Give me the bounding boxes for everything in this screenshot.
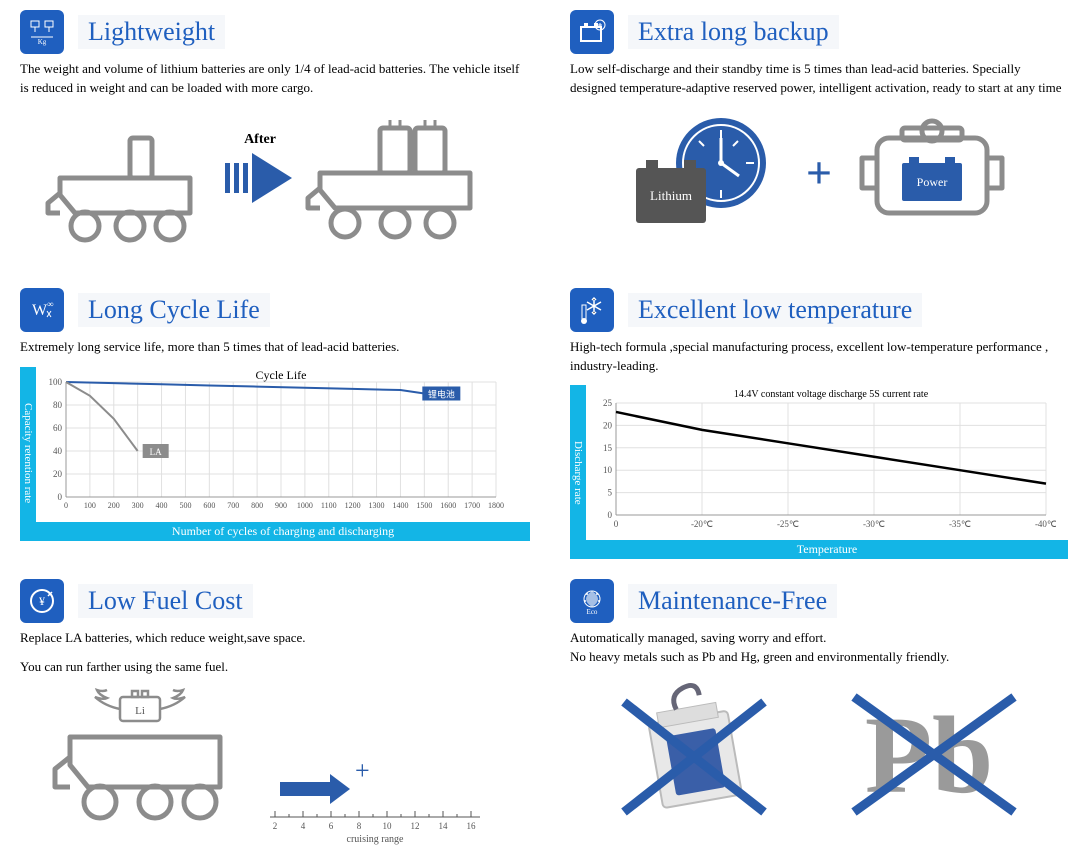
svg-text:300: 300 xyxy=(132,501,144,510)
svg-text:15: 15 xyxy=(603,443,613,453)
fuel-title: Low Fuel Cost xyxy=(78,584,253,618)
svg-text:∞: ∞ xyxy=(47,299,53,309)
svg-text:0: 0 xyxy=(608,510,613,520)
svg-text:600: 600 xyxy=(203,501,215,510)
range-label: cruising range xyxy=(347,834,404,845)
svg-text:500: 500 xyxy=(179,501,191,510)
svg-text:14.4V constant voltage dischar: 14.4V constant voltage discharge 5S curr… xyxy=(734,389,929,400)
backup-desc: Low self-discharge and their standby tim… xyxy=(570,60,1068,98)
svg-text:-40℃: -40℃ xyxy=(1035,519,1056,529)
panel-fuel: ¥ Low Fuel Cost Replace LA batteries, wh… xyxy=(20,579,530,852)
cycle-desc: Extremely long service life, more than 5… xyxy=(20,338,530,357)
svg-text:1500: 1500 xyxy=(416,501,432,510)
cycle-ylabel: Capacity retention rate xyxy=(20,367,36,541)
fuel-desc1: Replace LA batteries, which reduce weigh… xyxy=(20,629,530,648)
svg-text:W: W xyxy=(32,302,48,319)
panel-cycle: W∞ Long Cycle Life Extremely long servic… xyxy=(20,288,530,560)
svg-text:20: 20 xyxy=(603,421,613,431)
svg-text:-25℃: -25℃ xyxy=(777,519,799,529)
svg-text:14: 14 xyxy=(439,821,449,831)
panel-maint: Eco Maintenance-Free Automatically manag… xyxy=(570,579,1068,852)
lowtemp-xlabel: Temperature xyxy=(586,540,1068,559)
svg-text:锂电池: 锂电池 xyxy=(428,388,455,399)
lowtemp-chart: Discharge rate 0 5 10 15 20 25 0 -20℃ -25℃ -30℃ -3… xyxy=(570,385,1068,559)
lightweight-title: Lightweight xyxy=(78,15,225,49)
backup-title: Extra long backup xyxy=(628,15,839,49)
lithium-label: Lithium xyxy=(650,188,692,203)
maint-title: Maintenance-Free xyxy=(628,584,837,618)
svg-text:1700: 1700 xyxy=(464,501,480,510)
svg-text:¥: ¥ xyxy=(39,594,45,608)
snowflake-icon xyxy=(570,288,614,332)
lowtemp-ylabel: Discharge rate xyxy=(570,385,586,559)
maint-desc: Automatically managed, saving worry and … xyxy=(570,629,1068,667)
panel-lowtemp: Excellent low temperature High-tech form… xyxy=(570,288,1068,560)
cycle-title: Long Cycle Life xyxy=(78,293,270,327)
fuel-illustration: Li + 2 4 6 8 10 12 14 16 cruising range xyxy=(20,687,530,852)
svg-text:LA: LA xyxy=(150,447,162,457)
svg-text:1600: 1600 xyxy=(440,501,456,510)
svg-text:80: 80 xyxy=(53,400,63,410)
backup-illustration: Lithium + Power xyxy=(570,108,1068,238)
svg-text:1400: 1400 xyxy=(392,501,408,510)
svg-text:0: 0 xyxy=(614,519,619,529)
svg-text:0: 0 xyxy=(64,501,68,510)
svg-text:40: 40 xyxy=(53,446,63,456)
svg-text:-20℃: -20℃ xyxy=(691,519,713,529)
svg-text:+: + xyxy=(355,756,370,785)
battery-icon xyxy=(570,10,614,54)
eco-label: Eco xyxy=(587,608,598,616)
lowtemp-desc: High-tech formula ,special manufacturing… xyxy=(570,338,1068,376)
cycle-chart: Capacity retention rate 0204060801000100… xyxy=(20,367,530,541)
after-label: After xyxy=(244,132,276,147)
svg-text:Cycle Life: Cycle Life xyxy=(256,368,307,382)
svg-text:700: 700 xyxy=(227,501,239,510)
plus-icon: + xyxy=(806,146,832,199)
svg-text:6: 6 xyxy=(329,821,334,831)
svg-text:1100: 1100 xyxy=(321,501,337,510)
svg-text:-30℃: -30℃ xyxy=(863,519,885,529)
lightweight-desc: The weight and volume of lithium batteri… xyxy=(20,60,530,98)
svg-text:8: 8 xyxy=(357,821,362,831)
svg-text:1000: 1000 xyxy=(297,501,313,510)
panel-backup: Extra long backup Low self-discharge and… xyxy=(570,10,1068,268)
cycle-icon: W∞ xyxy=(20,288,64,332)
svg-text:1300: 1300 xyxy=(369,501,385,510)
svg-text:16: 16 xyxy=(467,821,477,831)
weight-icon: Kg xyxy=(20,10,64,54)
maint-illustration: Pb xyxy=(570,677,1068,827)
svg-text:25: 25 xyxy=(603,398,613,408)
eco-icon: Eco xyxy=(570,579,614,623)
lightweight-illustration: After xyxy=(20,108,530,268)
cycle-xlabel: Number of cycles of charging and dischar… xyxy=(36,522,530,541)
svg-text:4: 4 xyxy=(301,821,306,831)
svg-text:10: 10 xyxy=(383,821,393,831)
svg-text:100: 100 xyxy=(84,501,96,510)
svg-text:2: 2 xyxy=(273,821,278,831)
svg-text:100: 100 xyxy=(49,377,63,387)
svg-text:10: 10 xyxy=(603,466,613,476)
fuel-desc2: You can run farther using the same fuel. xyxy=(20,658,530,677)
svg-text:60: 60 xyxy=(53,423,63,433)
svg-text:-35℃: -35℃ xyxy=(949,519,971,529)
svg-text:0: 0 xyxy=(58,492,63,502)
svg-text:5: 5 xyxy=(608,488,613,498)
li-label: Li xyxy=(135,705,145,717)
svg-text:1200: 1200 xyxy=(345,501,361,510)
svg-text:1800: 1800 xyxy=(488,501,504,510)
lowtemp-title: Excellent low temperature xyxy=(628,293,922,327)
fuel-icon: ¥ xyxy=(20,579,64,623)
panel-lightweight: Kg Lightweight The weight and volume of … xyxy=(20,10,530,268)
svg-text:Kg: Kg xyxy=(38,38,47,46)
svg-text:900: 900 xyxy=(275,501,287,510)
svg-text:800: 800 xyxy=(251,501,263,510)
svg-text:200: 200 xyxy=(108,501,120,510)
svg-text:20: 20 xyxy=(53,469,63,479)
power-label: Power xyxy=(917,175,948,189)
svg-text:400: 400 xyxy=(156,501,168,510)
svg-text:12: 12 xyxy=(411,821,420,831)
